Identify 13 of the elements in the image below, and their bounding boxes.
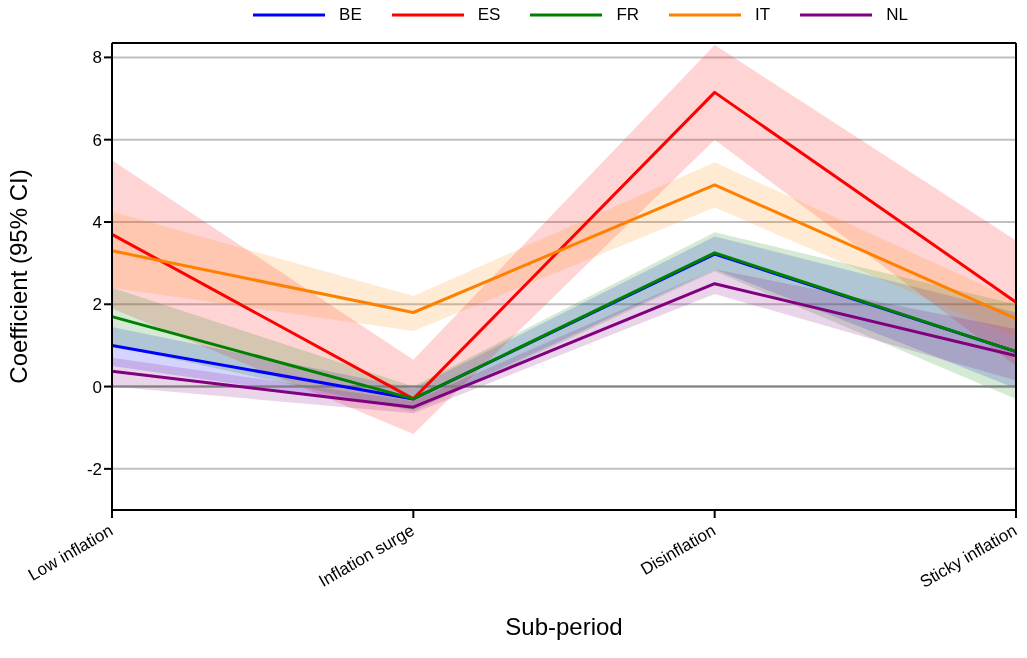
legend-label: IT: [755, 5, 771, 25]
y-tick-label: -2: [86, 459, 102, 479]
y-tick-label: 8: [92, 48, 102, 68]
legend-label: BE: [339, 5, 362, 25]
legend-label: ES: [477, 5, 501, 25]
y-tick-label: 2: [92, 295, 102, 315]
y-axis-title: Coefficient (95% CI): [4, 169, 32, 384]
y-tick-label: 6: [92, 130, 102, 150]
y-tick-label: 4: [92, 213, 102, 233]
x-axis-title: Sub-period: [505, 613, 623, 640]
y-tick-label: 0: [92, 377, 102, 397]
legend-label: FR: [616, 5, 640, 25]
legend-label: NL: [886, 5, 908, 25]
